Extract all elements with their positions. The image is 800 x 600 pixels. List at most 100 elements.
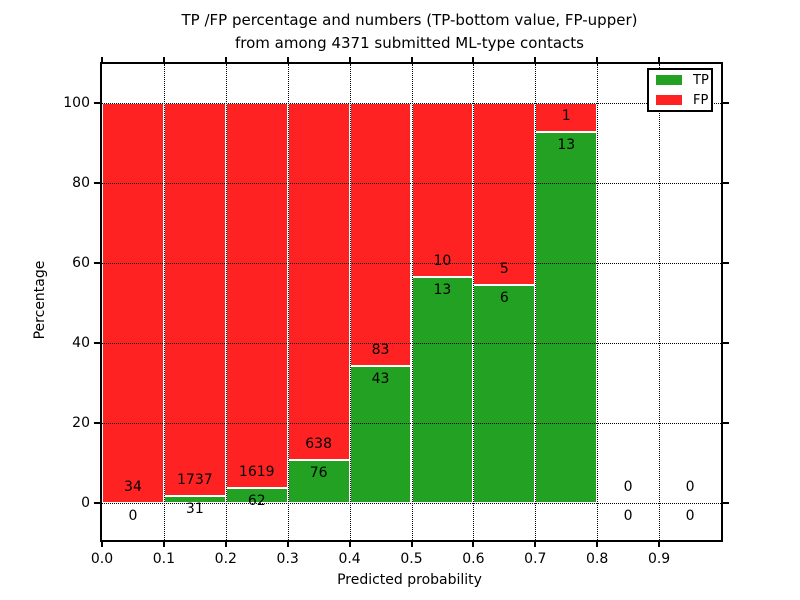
x-tick-mark: [410, 542, 413, 547]
tp-count-label: 0: [685, 508, 695, 524]
fp-count-label: 0: [685, 479, 695, 495]
fp-count-label: 10: [433, 252, 452, 269]
tp-count-label: 76: [309, 465, 328, 482]
tp-legend-swatch: [656, 75, 682, 85]
vertical-gridline: [225, 64, 227, 540]
x-tick-mark-top: [596, 57, 599, 62]
x-tick-label: 0.6: [462, 551, 485, 567]
fp-count-label: 83: [371, 342, 390, 359]
tp-bar-segment: [411, 276, 474, 503]
fp-bar-segment: [163, 103, 226, 496]
tp-count-label: 31: [185, 500, 204, 517]
horizontal-gridline: [102, 503, 721, 504]
y-tick-mark: [94, 182, 100, 184]
vertical-gridline: [597, 64, 599, 540]
fp-count-label: 0: [623, 479, 633, 495]
horizontal-gridline: [102, 423, 721, 424]
x-tick-mark-top: [162, 57, 165, 62]
x-tick-label: 0.1: [152, 551, 176, 567]
fp-legend-swatch: [656, 95, 682, 105]
chart-title-line2: from among 4371 submitted ML-type contac…: [235, 34, 584, 52]
y-tick-mark: [94, 262, 100, 264]
y-tick-label: 80: [72, 175, 90, 191]
x-tick-mark: [286, 542, 289, 547]
fp-count-label: 1737: [177, 471, 213, 488]
x-tick-mark-top: [658, 57, 661, 62]
x-tick-label: 0.8: [586, 551, 609, 567]
tp-bar-segment: [473, 284, 536, 503]
fp-count-label: 1: [561, 107, 571, 124]
vertical-gridline: [163, 64, 165, 540]
y-tick-mark-right: [723, 102, 729, 104]
legend-item-fp: FP: [649, 90, 711, 110]
x-tick-label: 0.7: [524, 551, 547, 567]
tp-bar-segment: [349, 366, 412, 503]
vertical-gridline: [349, 64, 351, 540]
x-tick-mark-top: [348, 57, 351, 62]
y-tick-mark: [94, 502, 100, 504]
tp-bar-segment: [287, 460, 350, 503]
x-tick-label: 0.5: [400, 551, 423, 567]
y-tick-mark-right: [723, 502, 729, 504]
y-tick-mark-right: [723, 182, 729, 184]
plot-area: TP FP 34 0 1737 31 1619 62 638 76 83 43 10 13 5 6 1 13 0…: [63, 57, 729, 567]
tp-bar-segment: [535, 131, 598, 503]
tp-count-label: 0: [128, 508, 138, 524]
y-tick-label: 40: [72, 335, 90, 351]
x-tick-mark-top: [410, 57, 413, 62]
horizontal-gridline: [102, 183, 721, 184]
vertical-gridline: [535, 64, 537, 540]
y-axis-label: Percentage: [32, 260, 48, 340]
x-axis-label: Predicted probability: [337, 572, 482, 588]
x-tick-label: 0.4: [338, 551, 361, 567]
x-tick-mark-top: [472, 57, 475, 62]
y-tick-mark: [94, 102, 100, 104]
fp-count-label: 34: [124, 479, 142, 495]
x-tick-label: 0.9: [647, 551, 671, 567]
y-tick-label: 100: [63, 95, 90, 111]
fp-bar-segment: [287, 103, 350, 461]
y-tick-mark: [94, 342, 100, 344]
x-tick-mark-top: [101, 57, 103, 62]
x-tick-mark-top: [286, 57, 289, 62]
x-tick-mark: [472, 542, 475, 547]
y-tick-mark-right: [723, 422, 729, 424]
x-tick-mark: [348, 542, 351, 547]
tp-legend-label: TP: [693, 72, 709, 88]
x-tick-mark: [534, 542, 537, 547]
chart-title-line1: TP /FP percentage and numbers (TP-bottom…: [181, 11, 638, 29]
x-tick-mark: [596, 542, 599, 547]
fp-count-label: 638: [305, 436, 332, 453]
y-tick-mark: [94, 422, 100, 424]
legend: TP FP: [647, 68, 713, 112]
horizontal-gridline: [102, 343, 721, 344]
fp-bar-segment: [225, 103, 288, 489]
y-tick-label: 60: [72, 255, 90, 271]
tp-count-label: 13: [433, 281, 452, 298]
x-tick-mark: [162, 542, 165, 547]
fp-legend-label: FP: [693, 92, 709, 108]
x-tick-mark: [101, 542, 103, 547]
vertical-gridline: [287, 64, 289, 540]
tp-count-label: 62: [247, 493, 266, 510]
tp-count-label: 6: [499, 289, 509, 306]
chart-title: TP /FP percentage and numbers (TP-bottom…: [100, 9, 719, 55]
fp-bar-segment: [411, 103, 474, 277]
x-tick-mark-top: [534, 57, 537, 62]
vertical-gridline: [659, 64, 661, 540]
x-tick-label: 0.3: [276, 551, 299, 567]
legend-item-tp: TP: [649, 70, 711, 90]
x-tick-mark: [224, 542, 227, 547]
y-tick-label: 20: [72, 415, 90, 431]
y-tick-mark-right: [723, 342, 729, 344]
x-tick-mark: [658, 542, 661, 547]
x-tick-label: 0.2: [214, 551, 237, 567]
tp-count-label: 13: [557, 136, 576, 153]
horizontal-gridline: [102, 263, 721, 264]
y-tick-label: 0: [81, 495, 90, 511]
vertical-gridline: [411, 64, 413, 540]
fp-count-label: 5: [499, 260, 509, 277]
tp-count-label: 43: [371, 371, 390, 388]
vertical-gridline: [473, 64, 475, 540]
